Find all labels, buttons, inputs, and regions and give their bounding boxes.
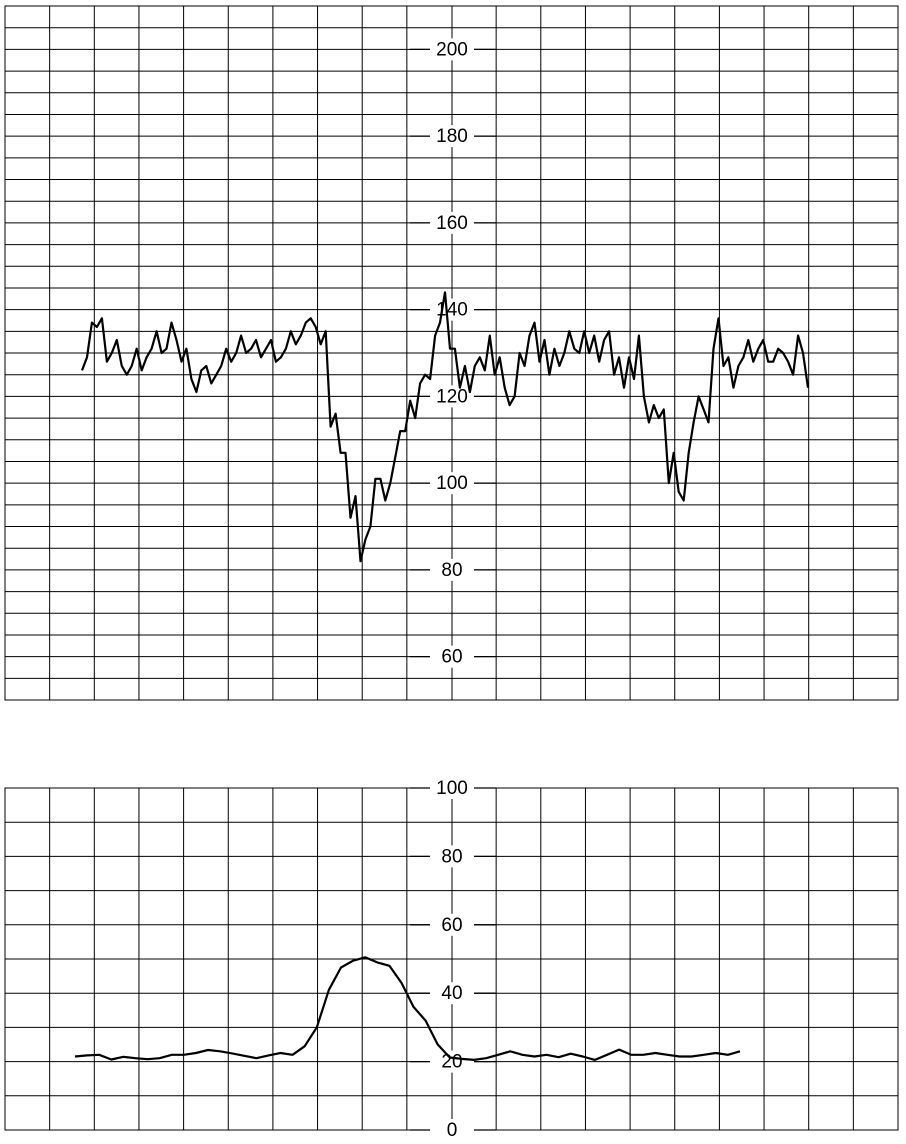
trace-line: [74, 956, 741, 1061]
y-tick-label: 80: [441, 846, 462, 867]
tick-label-bg: [430, 1050, 474, 1073]
y-tick-label: 20: [441, 1052, 462, 1073]
y-tick-label: 60: [441, 647, 462, 668]
tick-label-bg: [430, 385, 474, 408]
tick-label-bg: [430, 558, 474, 581]
y-tick-label: 100: [436, 473, 468, 494]
y-tick-label: 0: [447, 1120, 458, 1141]
y-tick-label: 180: [436, 126, 468, 147]
tick-label-bg: [430, 38, 474, 61]
tick-label-bg: [430, 913, 474, 936]
tick-label-bg: [430, 982, 474, 1005]
y-tick-label: 160: [436, 213, 468, 234]
y-tick-label: 40: [441, 983, 462, 1004]
tick-label-bg: [430, 211, 474, 234]
y-tick-label: 60: [441, 915, 462, 936]
tick-label-bg: [430, 1119, 474, 1141]
tick-label-bg: [430, 777, 474, 799]
y-tick-label: 100: [436, 778, 468, 799]
y-tick-label: 120: [436, 386, 468, 407]
tick-label-bg: [430, 472, 474, 495]
y-tick-label: 200: [436, 39, 468, 60]
tick-label-bg: [430, 645, 474, 668]
tick-label-bg: [430, 845, 474, 868]
trace-line: [80, 291, 810, 563]
y-tick-label: 80: [441, 560, 462, 581]
tick-label-bg: [430, 125, 474, 148]
y-tick-label: 140: [436, 300, 468, 321]
